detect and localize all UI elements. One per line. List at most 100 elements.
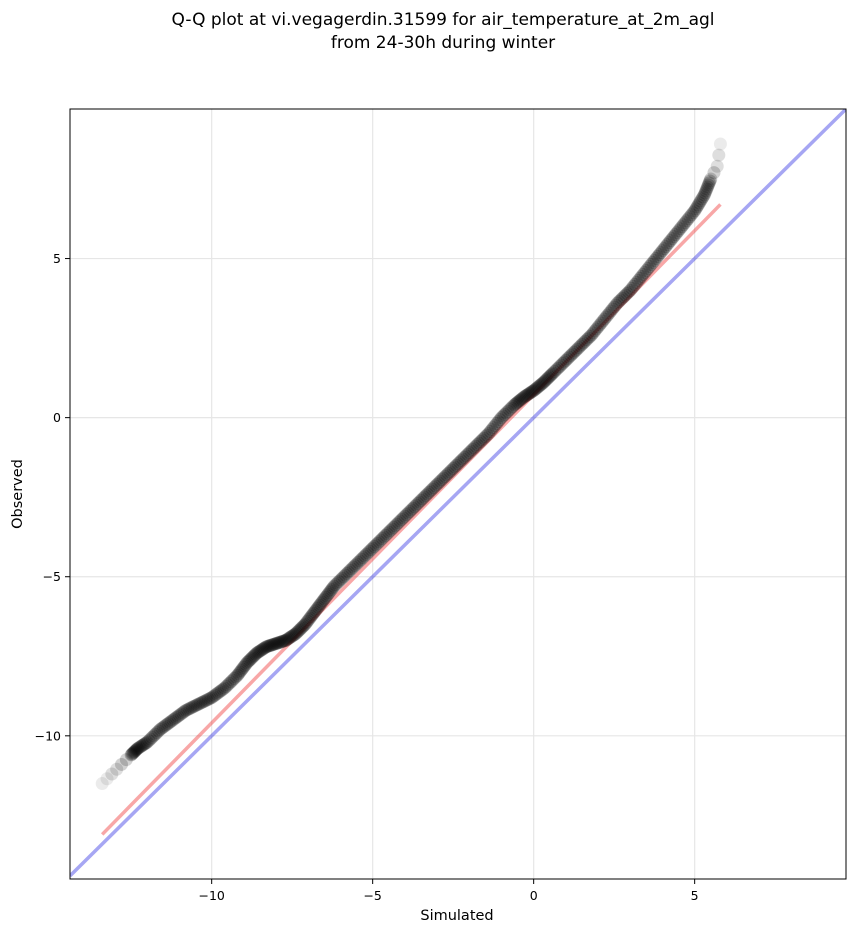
quantile-point [268,637,282,651]
quantile-point [143,732,157,746]
quantile-point [359,547,373,561]
quantile-point [478,430,492,444]
quantile-point [374,533,388,547]
quantile-point [163,715,177,729]
quantile-point [271,636,285,650]
quantile-point [562,350,576,364]
quantile-point [470,438,484,452]
quantile-point [241,654,255,668]
quantile-point [128,744,142,758]
quantile-point [654,246,668,260]
quantile-point [125,747,139,761]
quantile-point [299,616,313,630]
quantile-point [95,777,109,791]
quantile-point [382,525,396,539]
quantile-point [333,573,347,587]
quantile-point [704,172,718,186]
quantile-point [516,391,530,405]
quantile-point [531,380,545,394]
quantile-point [507,398,521,412]
quantile-point [273,635,287,649]
quantile-point [367,540,381,553]
quantile-point [317,592,331,606]
quantile-point [274,635,288,649]
quantile-point [583,330,597,343]
quantile-point [530,381,544,395]
quantile-point [195,695,209,709]
quantile-point [164,714,178,728]
quantile-point [676,218,690,232]
quantile-point [174,707,188,721]
quantile-point [570,342,584,356]
quantile-point [132,741,146,755]
quantile-point [297,619,311,633]
quantile-point [521,388,535,402]
quantile-point [425,482,439,496]
quantile-point [430,477,444,491]
quantile-point [668,228,682,242]
quantile-point [383,524,397,538]
quantile-point [622,285,636,299]
quantile-point [327,579,341,593]
quantile-point [662,236,676,250]
quantile-point [443,465,457,479]
quantile-point [311,600,325,614]
y-tick-label: 5 [53,251,61,266]
quantile-point [179,703,193,717]
quantile-point [127,745,141,759]
quantile-point [697,188,711,202]
quantile-point [649,252,663,266]
quantile-point [166,713,180,727]
quantile-point [316,594,330,608]
quantile-point [329,578,343,592]
quantile-point [609,298,623,312]
quantile-point [298,617,312,631]
quantile-point [599,310,613,324]
quantile-point [417,490,431,504]
quantile-point [404,503,418,517]
quantile-point [548,365,562,378]
quantile-point [511,395,525,409]
quantile-point [216,682,230,696]
quantile-point [356,551,370,565]
quantile-point [712,148,726,162]
quantile-point [485,423,499,437]
quantile-point [408,500,422,514]
quantile-point [153,722,167,736]
quantile-point [200,693,214,707]
quantile-point [552,360,566,374]
quantile-point [213,685,227,699]
quantile-point [557,355,571,369]
quantile-point [152,724,166,738]
quantile-point [168,712,182,726]
quantile-point [234,664,248,678]
quantile-point [375,532,389,546]
quantile-point [578,334,592,348]
quantile-point [659,240,673,254]
quantile-point [549,363,563,377]
quantile-point [390,517,404,531]
quantile-point [419,489,433,503]
quantile-point [598,312,612,326]
quantile-point [617,290,631,304]
quantile-point [702,176,716,190]
quantile-point [251,645,265,659]
quantile-point [510,396,524,410]
quantile-point [565,347,579,361]
quantile-point [643,260,657,273]
quantile-point [626,279,640,293]
quantile-point [707,166,721,180]
quantile-point [657,242,671,256]
quantile-point [427,481,441,495]
quantile-point [665,232,679,246]
quantile-point [338,568,352,582]
quantile-point [284,630,298,644]
x-axis-label: Simulated [420,908,493,924]
quantile-point [689,202,703,216]
quantile-point [221,678,235,692]
quantile-point [606,302,620,316]
quantile-point [660,238,674,252]
quantile-point [451,457,465,471]
quantile-point [193,696,207,710]
quantile-point [515,392,529,406]
